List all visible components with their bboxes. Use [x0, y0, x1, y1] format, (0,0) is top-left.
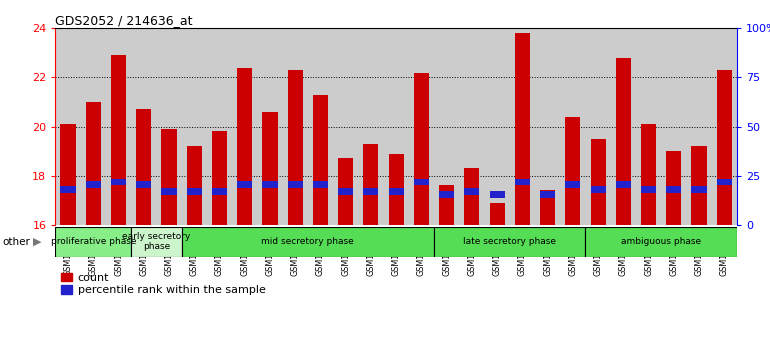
Bar [591, 186, 606, 193]
Bar [413, 73, 429, 225]
Bar [182, 227, 434, 257]
Bar [263, 112, 277, 225]
Bar [338, 188, 353, 195]
Bar [237, 181, 253, 188]
Text: ambiguous phase: ambiguous phase [621, 237, 701, 246]
Bar [413, 179, 429, 185]
Text: proliferative phase: proliferative phase [51, 237, 136, 246]
Bar [641, 124, 656, 225]
Text: early secretory
phase: early secretory phase [122, 232, 191, 251]
Bar [111, 55, 126, 225]
Bar [131, 227, 182, 257]
Bar [85, 102, 101, 225]
Bar [136, 109, 152, 225]
Bar [288, 181, 303, 188]
Bar [515, 179, 530, 185]
Text: late secretory phase: late secretory phase [464, 237, 556, 246]
Bar [55, 227, 131, 257]
Text: other: other [2, 236, 30, 247]
Bar [389, 154, 403, 225]
Bar [515, 33, 530, 225]
Bar [585, 227, 737, 257]
Bar [186, 146, 202, 225]
Bar [464, 168, 480, 225]
Text: GDS2052 / 214636_at: GDS2052 / 214636_at [55, 14, 193, 27]
Bar [61, 124, 75, 225]
Bar [389, 188, 403, 195]
Bar [490, 203, 504, 225]
Bar [162, 129, 176, 225]
Bar [136, 181, 152, 188]
Bar [717, 70, 731, 225]
Bar [313, 181, 328, 188]
Text: mid secretory phase: mid secretory phase [262, 237, 354, 246]
Bar [540, 191, 555, 198]
Bar [288, 70, 303, 225]
Bar [434, 227, 585, 257]
Bar [565, 181, 581, 188]
Bar [338, 159, 353, 225]
Bar [616, 181, 631, 188]
Text: ▶: ▶ [33, 236, 42, 247]
Bar [313, 95, 328, 225]
Bar [186, 188, 202, 195]
Bar [691, 186, 707, 193]
Bar [464, 188, 480, 195]
Bar [212, 131, 227, 225]
Bar [111, 179, 126, 185]
Bar [666, 151, 681, 225]
Legend: count, percentile rank within the sample: count, percentile rank within the sample [61, 273, 266, 295]
Bar [263, 181, 277, 188]
Bar [490, 191, 504, 198]
Bar [439, 191, 454, 198]
Bar [439, 185, 454, 225]
Bar [212, 188, 227, 195]
Bar [666, 186, 681, 193]
Bar [237, 68, 253, 225]
Bar [565, 117, 581, 225]
Bar [691, 146, 707, 225]
Bar [717, 179, 731, 185]
Bar [616, 58, 631, 225]
Bar [363, 188, 379, 195]
Bar [540, 190, 555, 225]
Bar [641, 186, 656, 193]
Bar [363, 144, 379, 225]
Bar [162, 188, 176, 195]
Bar [85, 181, 101, 188]
Bar [591, 139, 606, 225]
Bar [61, 186, 75, 193]
